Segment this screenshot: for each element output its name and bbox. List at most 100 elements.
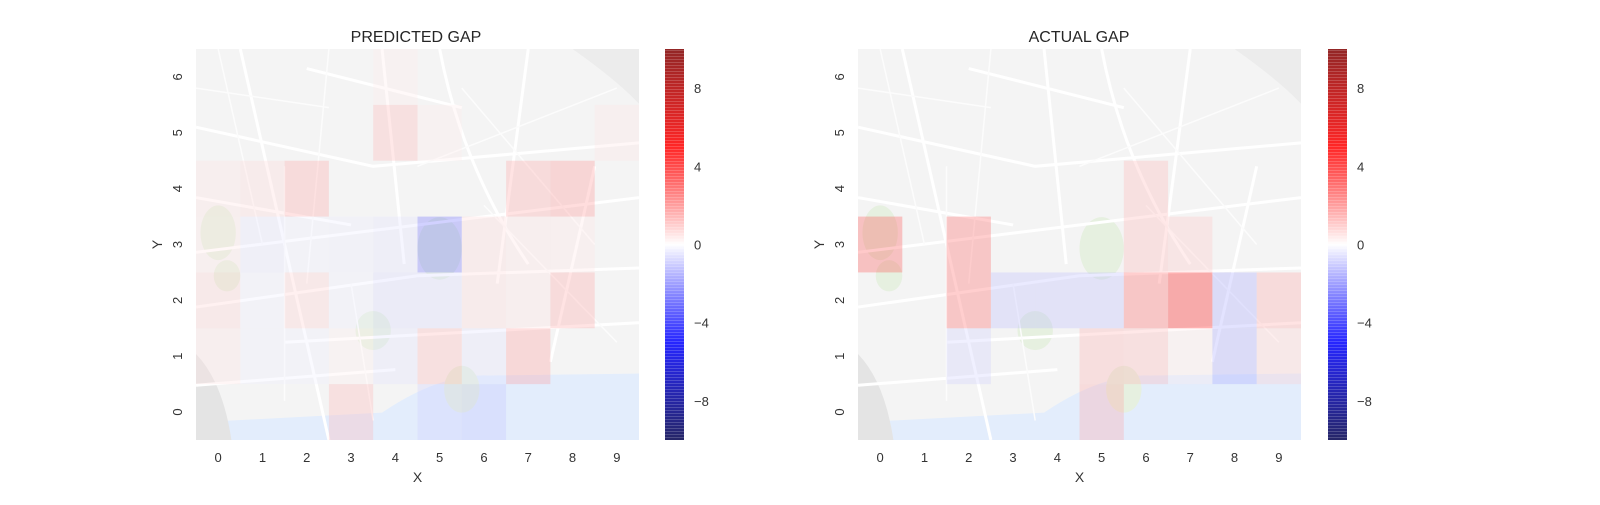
map-street bbox=[1123, 87, 1258, 245]
heatmap-cell bbox=[1123, 272, 1169, 329]
x-tick-label: 3 bbox=[347, 450, 354, 465]
heatmap-cell bbox=[1256, 328, 1301, 385]
map-road bbox=[548, 165, 597, 363]
map-park bbox=[1106, 365, 1142, 413]
colorbar-stripes bbox=[1328, 49, 1347, 440]
map-road bbox=[857, 196, 1014, 227]
heatmap-cell bbox=[284, 216, 329, 273]
x-tick-label: 4 bbox=[1054, 450, 1061, 465]
heatmap-cell bbox=[240, 328, 285, 385]
heatmap-cell bbox=[506, 328, 551, 385]
y-tick-label: 2 bbox=[832, 297, 847, 304]
x-tick-label: 1 bbox=[921, 450, 928, 465]
heatmap-cell bbox=[240, 216, 285, 273]
map-road bbox=[1210, 165, 1259, 363]
heatmap-cell bbox=[1123, 216, 1169, 273]
map-street bbox=[461, 87, 596, 245]
map-road bbox=[857, 266, 1302, 309]
colorbar-tick-label: 8 bbox=[1357, 81, 1364, 96]
heatmap-cell bbox=[461, 216, 507, 273]
x-tick-label: 1 bbox=[259, 450, 266, 465]
y-tick-label: 5 bbox=[832, 129, 847, 136]
heatmap-panel-actual: ACTUAL GAP 0 1 2 3 4 5 6 7 8 9 X 0 1 2 3 4 5 6 Y 8 4 0 −4 −8 bbox=[811, 29, 1372, 485]
heatmap-cell bbox=[990, 272, 1036, 329]
map-road bbox=[438, 48, 530, 265]
map-terrain bbox=[1234, 49, 1301, 104]
map-park bbox=[417, 217, 462, 280]
heatmap-cell bbox=[1079, 272, 1124, 329]
y-tick-label: 6 bbox=[832, 73, 847, 80]
heatmap-cell bbox=[417, 104, 462, 161]
heatmap-cell bbox=[461, 384, 507, 440]
x-tick-label: 0 bbox=[215, 450, 222, 465]
map-park bbox=[1017, 310, 1053, 351]
map-park bbox=[862, 205, 898, 261]
map-street bbox=[1012, 283, 1036, 421]
chart-title: PREDICTED GAP bbox=[351, 29, 482, 46]
heatmap-cell bbox=[1079, 328, 1124, 385]
y-tick-label: 5 bbox=[170, 129, 185, 136]
x-tick-label: 4 bbox=[392, 450, 399, 465]
map-park bbox=[355, 310, 391, 351]
heatmap-cell bbox=[1123, 160, 1169, 217]
x-axis-label: X bbox=[1075, 469, 1085, 485]
x-tick-label: 5 bbox=[1098, 450, 1105, 465]
map-street bbox=[857, 87, 992, 109]
map-road bbox=[195, 125, 640, 168]
heatmap-cell bbox=[417, 384, 462, 440]
map-road bbox=[857, 125, 1302, 168]
heatmap-cell bbox=[196, 272, 241, 329]
x-tick-label: 3 bbox=[1009, 450, 1016, 465]
heatmap-cell bbox=[373, 104, 418, 161]
colorbar-tick-label: −4 bbox=[694, 316, 709, 331]
heatmap-cell bbox=[373, 216, 418, 273]
map-road bbox=[946, 321, 1302, 344]
colorbar-stripes bbox=[665, 49, 684, 440]
map-road bbox=[284, 321, 640, 344]
map-street bbox=[1079, 87, 1280, 167]
heatmap-cell bbox=[328, 272, 374, 329]
heatmap-cell bbox=[594, 104, 639, 161]
heatmap-cell bbox=[328, 328, 374, 385]
map-street bbox=[968, 48, 992, 284]
map-park bbox=[1079, 217, 1124, 280]
map-road bbox=[1157, 48, 1192, 284]
map-street bbox=[195, 87, 330, 109]
heatmap-cell bbox=[328, 384, 374, 440]
y-tick-label: 1 bbox=[170, 353, 185, 360]
heatmap-cell bbox=[1168, 328, 1213, 385]
map-road bbox=[857, 196, 1302, 254]
heatmap-cell bbox=[461, 328, 507, 385]
map-road bbox=[380, 48, 406, 265]
colorbar-tick-label: 8 bbox=[694, 81, 701, 96]
heatmap-cell bbox=[946, 216, 991, 273]
heatmap-cell bbox=[196, 216, 241, 273]
x-tick-label: 5 bbox=[436, 450, 443, 465]
map-park bbox=[213, 260, 241, 292]
map-terrain bbox=[196, 353, 232, 440]
map-wash bbox=[858, 49, 1301, 440]
colorbar-tick-label: 0 bbox=[1357, 238, 1364, 253]
colorbar-tick-label: −8 bbox=[1357, 394, 1372, 409]
colorbar-tick-label: −8 bbox=[694, 394, 709, 409]
heatmap-panel-predicted: PREDICTED GAP 0 1 2 3 4 5 6 7 8 9 X 0 1 2 3 4 5 6 Y 8 4 0 −4 −8 bbox=[149, 29, 709, 485]
heatmap-cell bbox=[550, 272, 595, 329]
x-axis-label: X bbox=[413, 469, 423, 485]
heatmap-cell bbox=[506, 216, 551, 273]
heatmap-cell bbox=[506, 160, 551, 217]
heatmap-cell bbox=[417, 216, 462, 273]
map-street bbox=[1145, 204, 1280, 343]
map-road bbox=[495, 48, 530, 284]
map-background bbox=[195, 48, 640, 441]
heatmap-cell bbox=[240, 272, 285, 329]
colorbar-tick-label: 0 bbox=[694, 238, 701, 253]
map-road bbox=[968, 67, 1125, 110]
heatmap-cell bbox=[284, 328, 329, 385]
x-tick-label: 9 bbox=[1275, 450, 1282, 465]
y-axis-label: Y bbox=[811, 239, 827, 249]
heatmap-cell bbox=[461, 272, 507, 329]
map-river bbox=[196, 373, 639, 440]
heatmap-cell bbox=[373, 328, 418, 385]
heatmap-cell bbox=[946, 272, 991, 329]
map-road bbox=[195, 266, 640, 309]
